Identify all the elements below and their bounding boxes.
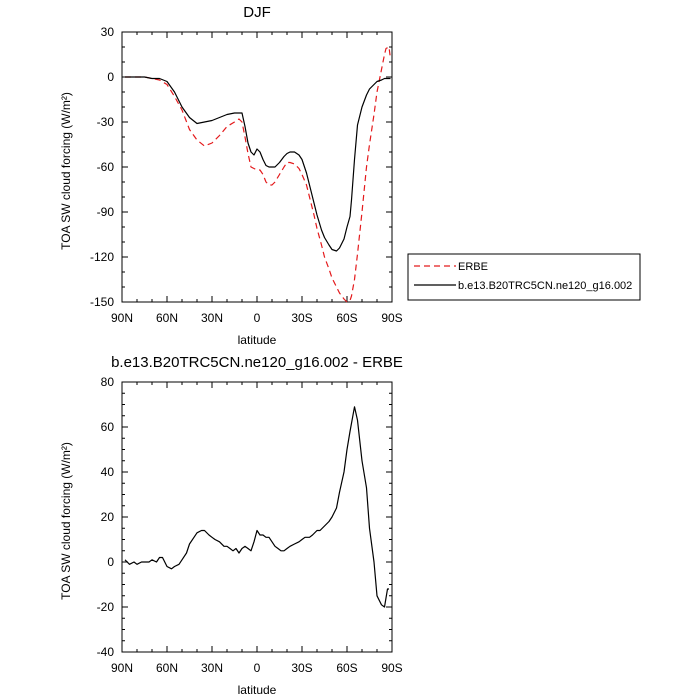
x-tick-label: 0 — [254, 311, 261, 325]
y-tick-label: -40 — [97, 645, 115, 659]
x-tick-label: 60N — [156, 661, 178, 675]
x-tick-label: 30S — [291, 661, 312, 675]
y-axis-label: TOA SW cloud forcing (W/m²) — [59, 442, 73, 600]
x-tick-label: 90S — [381, 661, 402, 675]
series-line-erbe — [125, 46, 392, 303]
x-tick-label: 30S — [291, 311, 312, 325]
x-tick-label: 90S — [381, 311, 402, 325]
y-tick-label: 40 — [101, 465, 115, 479]
y-tick-label: 60 — [101, 420, 115, 434]
legend-box — [407, 253, 641, 301]
x-tick-label: 30N — [201, 311, 223, 325]
x-tick-label: 90N — [111, 311, 133, 325]
series-line-b-e13-b20trc5cn-ne120-g16-002 — [125, 76, 391, 252]
x-axis-label: latitude — [238, 683, 277, 697]
x-tick-label: 0 — [254, 661, 261, 675]
y-tick-label: 20 — [101, 510, 115, 524]
y-tick-label: -30 — [97, 115, 115, 129]
y-tick-label: 0 — [107, 555, 114, 569]
y-tick-label: -150 — [90, 295, 114, 309]
legend: ERBE b.e13.B20TRC5CN.ne120_g16.002 — [407, 253, 641, 301]
x-tick-label: 30N — [201, 661, 223, 675]
series-line-series-0 — [124, 406, 389, 608]
y-tick-label: -120 — [90, 250, 114, 264]
y-axis-label: TOA SW cloud forcing (W/m²) — [59, 92, 73, 250]
y-tick-label: -20 — [97, 600, 115, 614]
legend-label-model: b.e13.B20TRC5CN.ne120_g16.002 — [458, 280, 632, 292]
y-tick-label: 30 — [101, 25, 115, 39]
plot-frame — [121, 31, 393, 303]
chart-title: b.e13.B20TRC5CN.ne120_g16.002 - ERBE — [111, 354, 403, 371]
top-chart: DJF 90N 60N 30N 0 30S 60S 90S -150 -120 -90 -60 -30 0… — [59, 4, 403, 347]
x-tick-label: 60N — [156, 311, 178, 325]
x-tick-label: 90N — [111, 661, 133, 675]
x-tick-label: 60S — [336, 311, 357, 325]
x-tick-label: 60S — [336, 661, 357, 675]
y-tick-label: -90 — [97, 205, 115, 219]
y-tick-label: 0 — [107, 70, 114, 84]
chart-title: DJF — [243, 4, 271, 21]
legend-label-erbe: ERBE — [458, 261, 488, 273]
x-axis-label: latitude — [238, 333, 277, 347]
y-tick-label: -60 — [97, 160, 115, 174]
y-tick-label: 80 — [101, 375, 115, 389]
bottom-chart: b.e13.B20TRC5CN.ne120_g16.002 - ERBE 90N 6… — [59, 354, 403, 697]
